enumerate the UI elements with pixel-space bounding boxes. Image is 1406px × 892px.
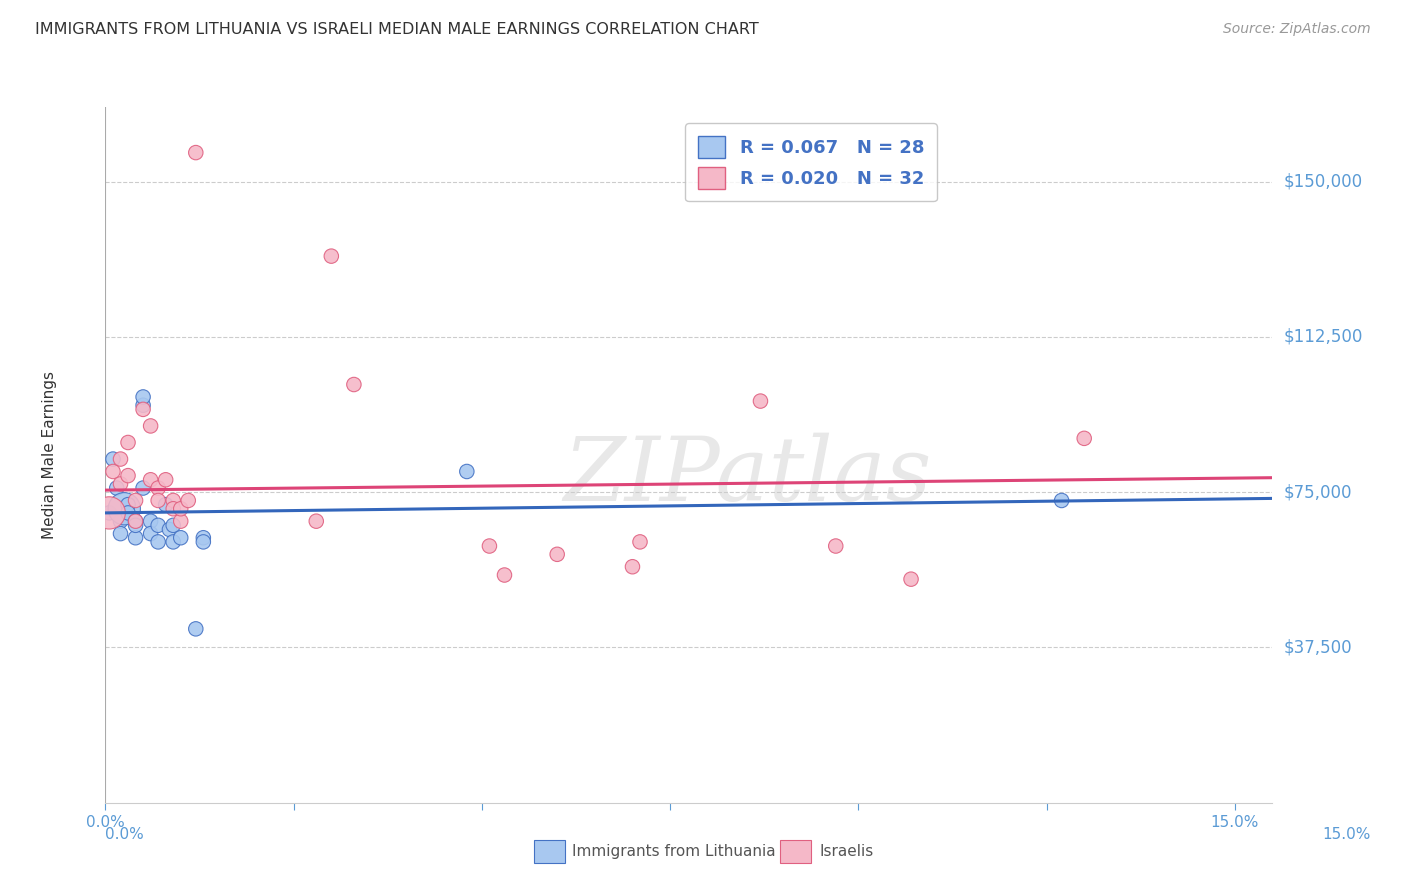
Point xyxy=(159,523,181,537)
Point xyxy=(1050,493,1073,508)
Point xyxy=(478,539,501,553)
Text: $75,000: $75,000 xyxy=(1284,483,1353,501)
Point xyxy=(146,481,169,495)
Point xyxy=(146,518,169,533)
Point xyxy=(628,535,651,549)
Point xyxy=(170,531,193,545)
Point xyxy=(305,514,328,528)
Point xyxy=(110,452,132,467)
Point xyxy=(900,572,922,586)
Point xyxy=(184,145,207,160)
Point xyxy=(101,465,124,479)
Point xyxy=(162,501,184,516)
Text: ZIPatlas: ZIPatlas xyxy=(562,433,932,519)
Point xyxy=(321,249,343,263)
Point xyxy=(184,622,207,636)
Point xyxy=(98,506,121,520)
Point xyxy=(155,498,177,512)
Point xyxy=(124,518,146,533)
Point xyxy=(177,493,200,508)
Point xyxy=(139,473,162,487)
Point xyxy=(824,539,846,553)
Point xyxy=(155,473,177,487)
Point xyxy=(124,514,146,528)
Point xyxy=(1073,431,1095,445)
Point xyxy=(343,377,366,392)
Text: Immigrants from Lithuania: Immigrants from Lithuania xyxy=(572,845,776,859)
Point xyxy=(117,435,139,450)
Text: Median Male Earnings: Median Male Earnings xyxy=(42,371,56,539)
Point xyxy=(621,559,644,574)
Point xyxy=(117,498,139,512)
Text: Source: ZipAtlas.com: Source: ZipAtlas.com xyxy=(1223,22,1371,37)
Point xyxy=(494,568,516,582)
Point xyxy=(139,514,162,528)
Point xyxy=(132,481,155,495)
Point xyxy=(124,493,146,508)
Point xyxy=(193,535,215,549)
Text: $37,500: $37,500 xyxy=(1284,639,1353,657)
Point xyxy=(749,394,772,409)
Point xyxy=(112,501,135,516)
Point xyxy=(110,526,132,541)
Point xyxy=(162,518,184,533)
Text: $112,500: $112,500 xyxy=(1284,328,1362,346)
Text: Israelis: Israelis xyxy=(820,845,875,859)
Point xyxy=(146,493,169,508)
Text: IMMIGRANTS FROM LITHUANIA VS ISRAELI MEDIAN MALE EARNINGS CORRELATION CHART: IMMIGRANTS FROM LITHUANIA VS ISRAELI MED… xyxy=(35,22,759,37)
Point xyxy=(101,452,124,467)
Point xyxy=(132,398,155,412)
Point xyxy=(170,501,193,516)
Point xyxy=(132,402,155,417)
Point xyxy=(110,476,132,491)
Point xyxy=(146,535,169,549)
Point xyxy=(162,493,184,508)
Point xyxy=(139,526,162,541)
Point xyxy=(170,514,193,528)
Text: 15.0%: 15.0% xyxy=(1323,827,1371,841)
Point xyxy=(98,506,121,520)
Point xyxy=(193,531,215,545)
Point xyxy=(546,547,568,561)
Point xyxy=(110,514,132,528)
Point xyxy=(139,419,162,434)
Point xyxy=(456,465,478,479)
Text: $150,000: $150,000 xyxy=(1284,172,1362,191)
Point xyxy=(117,468,139,483)
Point xyxy=(132,390,155,404)
Point xyxy=(162,535,184,549)
Point xyxy=(124,531,146,545)
Point xyxy=(105,481,128,495)
Point xyxy=(117,506,139,520)
Text: 0.0%: 0.0% xyxy=(105,827,145,841)
Point xyxy=(124,514,146,528)
Legend: R = 0.067   N = 28, R = 0.020   N = 32: R = 0.067 N = 28, R = 0.020 N = 32 xyxy=(685,123,936,202)
